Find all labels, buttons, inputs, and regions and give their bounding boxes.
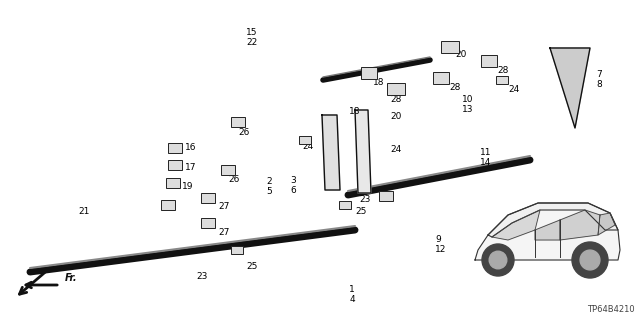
- Text: 2
5: 2 5: [266, 177, 272, 196]
- Text: 24: 24: [508, 85, 519, 94]
- Text: 25: 25: [246, 262, 257, 271]
- Text: 9
12: 9 12: [435, 235, 446, 254]
- Bar: [201, 193, 215, 203]
- Circle shape: [580, 250, 600, 270]
- Bar: [221, 165, 235, 175]
- Bar: [201, 218, 215, 228]
- Text: TP64B4210: TP64B4210: [588, 305, 635, 314]
- Polygon shape: [560, 210, 600, 240]
- Bar: [361, 67, 377, 79]
- Text: 23: 23: [196, 272, 207, 281]
- Text: 26: 26: [238, 128, 250, 137]
- Circle shape: [572, 242, 608, 278]
- Text: 1
4: 1 4: [349, 285, 355, 304]
- Bar: [231, 246, 243, 254]
- Polygon shape: [475, 203, 620, 260]
- Bar: [433, 72, 449, 84]
- Text: 15
22: 15 22: [246, 28, 258, 47]
- Text: 7
8: 7 8: [596, 70, 602, 89]
- Bar: [231, 117, 245, 127]
- Text: 27: 27: [218, 202, 229, 211]
- Bar: [481, 55, 497, 67]
- Bar: [339, 201, 351, 209]
- Bar: [299, 136, 311, 144]
- Text: 28: 28: [449, 83, 460, 92]
- Bar: [166, 178, 180, 188]
- Bar: [441, 41, 459, 53]
- Text: 27: 27: [218, 228, 229, 237]
- Text: 28: 28: [497, 66, 508, 75]
- Text: 28: 28: [390, 95, 401, 104]
- Bar: [168, 160, 182, 170]
- Text: 26: 26: [228, 175, 239, 184]
- Polygon shape: [488, 203, 618, 237]
- Text: 24: 24: [390, 145, 401, 154]
- Text: 20: 20: [455, 50, 467, 59]
- Bar: [387, 83, 405, 95]
- Polygon shape: [492, 210, 540, 240]
- Polygon shape: [550, 48, 590, 128]
- Polygon shape: [355, 110, 371, 193]
- Text: 23: 23: [359, 195, 371, 204]
- Text: 18: 18: [349, 107, 360, 116]
- Text: 16: 16: [185, 143, 196, 152]
- Polygon shape: [598, 213, 615, 235]
- Text: 18: 18: [373, 78, 385, 87]
- Bar: [161, 200, 175, 210]
- Text: 3
6: 3 6: [290, 176, 296, 195]
- Polygon shape: [322, 115, 340, 190]
- Bar: [496, 76, 508, 84]
- Text: 25: 25: [355, 207, 366, 216]
- Bar: [379, 191, 393, 201]
- Circle shape: [489, 251, 507, 269]
- Circle shape: [482, 244, 514, 276]
- Text: 21: 21: [78, 207, 90, 216]
- Text: 11
14: 11 14: [480, 148, 492, 167]
- Text: 24: 24: [302, 142, 313, 151]
- Text: 10
13: 10 13: [462, 95, 474, 114]
- Polygon shape: [535, 220, 560, 240]
- Text: 17: 17: [185, 163, 196, 172]
- Text: 20: 20: [390, 112, 401, 121]
- Text: Fr.: Fr.: [65, 273, 77, 283]
- Text: 19: 19: [182, 182, 193, 191]
- Bar: [168, 143, 182, 153]
